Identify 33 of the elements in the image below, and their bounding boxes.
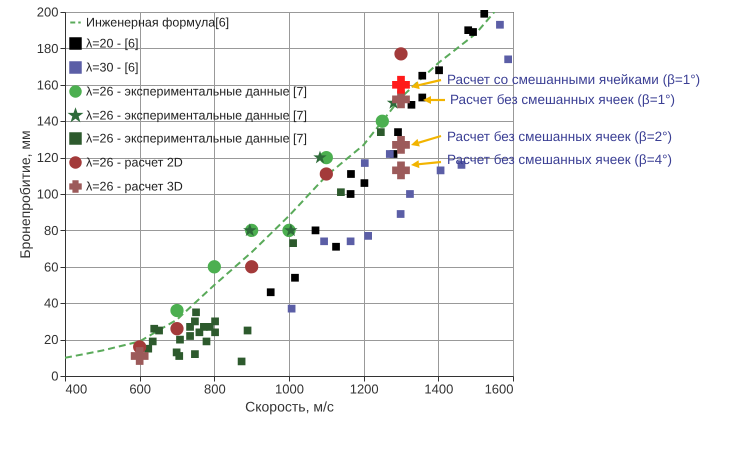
annotation: Расчет без смешанных ячеек (β=2°) (447, 129, 672, 144)
x-tick-label: 800 (204, 382, 226, 396)
y-tick-label: 160 (36, 77, 58, 92)
annotation: Расчет со смешанными ячейками (β=1°) (447, 72, 700, 87)
annotation: Расчет без смешанных ячеек (β=4°) (447, 152, 672, 167)
y-axis-title: Бронепробитие, мм (16, 130, 33, 259)
y-tick-label: 100 (36, 186, 58, 202)
legend-label: λ=26 - расчет 2D (86, 156, 183, 170)
legend-label: λ=26 - экспериментальные данные [7] (86, 132, 307, 146)
x-tick-label: 1400 (424, 382, 454, 396)
y-tick-label: 60 (44, 259, 58, 274)
y-tick-label: 20 (44, 332, 58, 348)
y-tick-label: 200 (36, 4, 58, 20)
legend-label: Инженерная формула[6] (86, 16, 230, 30)
x-tick-label: 1200 (350, 382, 379, 396)
legend-label: λ=20 - [6] (86, 36, 138, 50)
x-tick-label: 600 (129, 382, 152, 396)
x-axis-title: Скорость, м/с (245, 398, 334, 414)
legend-label: λ=26 - экспериментальные данные [7] (86, 84, 307, 98)
y-tick-label: 40 (44, 296, 58, 311)
x-tick-label: 1600 (484, 382, 514, 396)
y-tick-label: 180 (36, 40, 58, 56)
legend-label: λ=26 - расчет 3D (86, 180, 183, 194)
y-tick-label: 80 (44, 222, 58, 238)
line-series (65, 12, 496, 359)
annotation: Расчет без смешанных ячеек (β=1°) (450, 92, 675, 107)
legend-label: λ=26 - экспериментальные данные [7] (86, 108, 307, 122)
y-tick-label: 140 (36, 114, 58, 129)
x-tick-label: 1000 (275, 382, 304, 396)
y-tick-label: 120 (36, 150, 58, 166)
x-tick-label: 400 (66, 382, 88, 396)
y-tick-label: 0 (51, 368, 58, 384)
legend-label: λ=30 - [6] (86, 60, 138, 74)
